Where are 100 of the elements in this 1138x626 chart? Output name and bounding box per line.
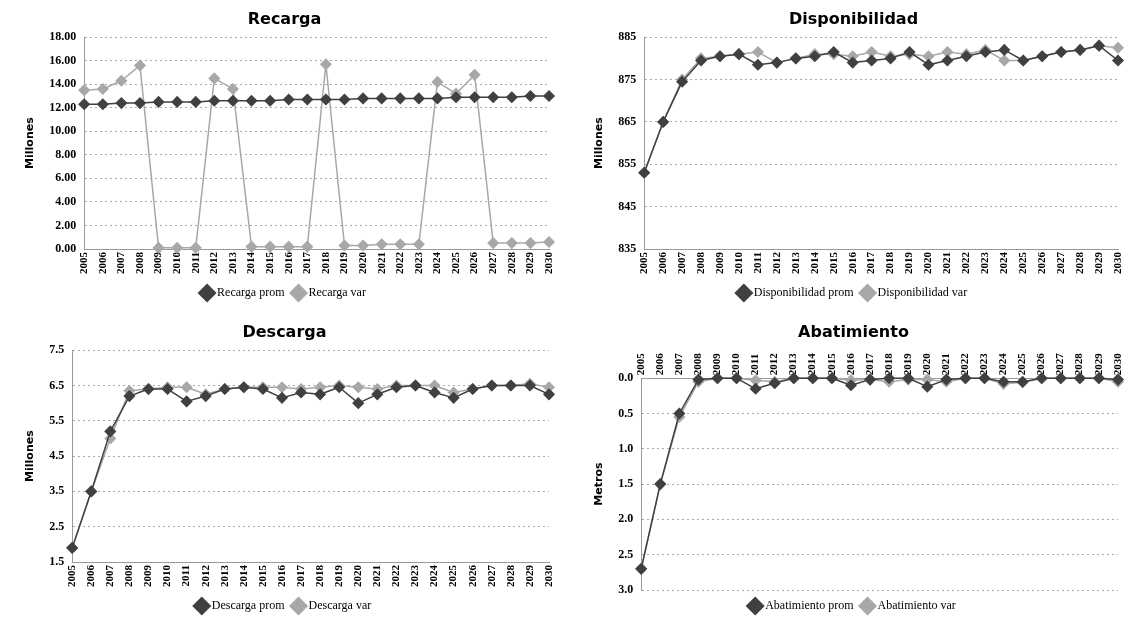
x-tick-label: 2015 (824, 352, 837, 376)
chart-title: Abatimiento (798, 321, 909, 341)
y-tick-label: 1.5 (49, 554, 65, 569)
x-tick-label: 2028 (504, 251, 517, 274)
x-tick-label: 2016 (845, 251, 858, 274)
y-tick-label: 845 (618, 198, 637, 213)
x-tick-label: 2029 (523, 251, 536, 274)
x-tick-label: 2025 (446, 564, 459, 587)
y-tick-label: 835 (618, 241, 637, 256)
x-tick-label: 2020 (355, 251, 368, 274)
y-tick-label: 10.00 (49, 123, 77, 138)
x-tick-label: 2020 (921, 251, 934, 274)
x-tick-label: 2028 (1072, 251, 1085, 274)
legend-label: Recarga var (308, 285, 366, 300)
x-tick-label: 2018 (883, 251, 896, 274)
x-tick-label: 2015 (262, 251, 275, 274)
x-tick-label: 2013 (786, 352, 799, 376)
x-tick-label: 2024 (430, 251, 443, 274)
y-tick-label: 885 (618, 29, 637, 44)
x-tick-label: 2011 (750, 252, 763, 274)
y-tick-label: 12.00 (49, 99, 77, 114)
x-tick-label: 2020 (351, 564, 364, 587)
x-tick-label: 2026 (1034, 352, 1047, 376)
y-tick-label: 5.5 (49, 412, 65, 427)
x-tick-label: 2022 (389, 564, 402, 587)
x-tick-label: 2009 (710, 352, 723, 376)
x-tick-label: 2012 (207, 251, 220, 274)
y-tick-label: 2.5 (49, 518, 65, 533)
x-tick-label: 2023 (978, 251, 991, 274)
x-tick-label: 2021 (370, 565, 383, 587)
x-tick-label: 2005 (637, 251, 650, 274)
x-tick-label: 2030 (1110, 251, 1123, 274)
x-tick-label: 2014 (807, 251, 820, 274)
y-tick-label: 4.5 (49, 448, 65, 463)
legend-label: Abatimiento var (877, 598, 956, 613)
x-tick-label: 2024 (427, 564, 440, 587)
x-tick-label: 2014 (236, 564, 249, 587)
x-tick-label: 2026 (465, 564, 478, 587)
x-tick-label: 2020 (919, 352, 932, 376)
x-tick-label: 2005 (77, 251, 90, 274)
legend-label: Recarga prom (217, 285, 286, 300)
legend-label: Disponibilidad prom (753, 285, 855, 300)
y-tick-label: 7.5 (49, 342, 65, 357)
x-tick-label: 2007 (103, 564, 116, 587)
x-tick-label: 2019 (332, 564, 345, 587)
x-tick-label: 2015 (826, 251, 839, 274)
x-tick-label: 2006 (656, 251, 668, 274)
x-tick-label: 2025 (1016, 251, 1029, 274)
x-tick-label: 2027 (486, 251, 499, 274)
x-tick-label: 2024 (997, 251, 1010, 274)
x-tick-label: 2018 (312, 564, 325, 587)
x-tick-label: 2007 (674, 251, 687, 274)
x-tick-label: 2007 (114, 251, 127, 274)
x-tick-label: 2018 (318, 251, 331, 274)
y-axis-title: Millones (23, 429, 37, 482)
x-tick-label: 2012 (198, 564, 211, 587)
x-tick-label: 2008 (122, 564, 135, 587)
chart-title: Recarga (247, 8, 322, 28)
y-tick-label: 3.5 (49, 483, 65, 498)
legend-label: Descarga var (308, 598, 372, 613)
x-tick-label: 2029 (1091, 251, 1104, 274)
y-tick-label: 855 (618, 156, 637, 171)
x-tick-label: 2023 (977, 352, 990, 376)
x-tick-label: 2029 (1091, 352, 1104, 376)
x-tick-label: 2017 (300, 251, 313, 274)
y-tick-label: 3.0 (618, 582, 634, 597)
x-tick-label: 2017 (862, 352, 875, 376)
x-tick-label: 2030 (1110, 352, 1123, 376)
x-tick-label: 2013 (217, 564, 230, 587)
y-tick-label: 2.5 (618, 546, 634, 561)
y-tick-label: 6.00 (55, 170, 77, 185)
x-tick-label: 2028 (1072, 352, 1085, 376)
legend-label: Abatimiento prom (765, 598, 855, 613)
y-tick-label: 865 (618, 114, 637, 129)
x-tick-label: 2026 (467, 251, 480, 274)
x-tick-label: 2009 (141, 564, 154, 587)
x-tick-label: 2027 (1053, 251, 1066, 274)
x-tick-label: 2029 (522, 564, 535, 587)
x-tick-label: 2014 (244, 251, 257, 274)
x-tick-label: 2014 (805, 352, 818, 376)
y-tick-label: 0.0 (618, 370, 634, 385)
x-tick-label: 2010 (729, 352, 742, 376)
x-tick-label: 2022 (958, 352, 971, 376)
x-tick-label: 2005 (633, 352, 646, 376)
x-tick-label: 2024 (996, 352, 1009, 376)
y-tick-label: 6.5 (49, 377, 65, 392)
x-tick-label: 2010 (160, 564, 173, 587)
y-tick-label: 1.0 (618, 440, 634, 455)
x-tick-label: 2025 (448, 251, 461, 274)
x-tick-label: 2019 (337, 251, 350, 274)
x-tick-label: 2008 (132, 251, 145, 274)
x-tick-label: 2009 (151, 251, 164, 274)
x-tick-label: 2019 (902, 251, 915, 274)
y-tick-label: 16.00 (49, 52, 77, 67)
x-tick-label: 2012 (769, 251, 782, 274)
chart-title: Disponibilidad (788, 8, 919, 28)
y-tick-label: 18.00 (49, 29, 77, 44)
y-tick-label: 14.00 (49, 76, 77, 91)
x-tick-label: 2005 (65, 564, 78, 587)
x-tick-label: 2021 (374, 252, 387, 274)
